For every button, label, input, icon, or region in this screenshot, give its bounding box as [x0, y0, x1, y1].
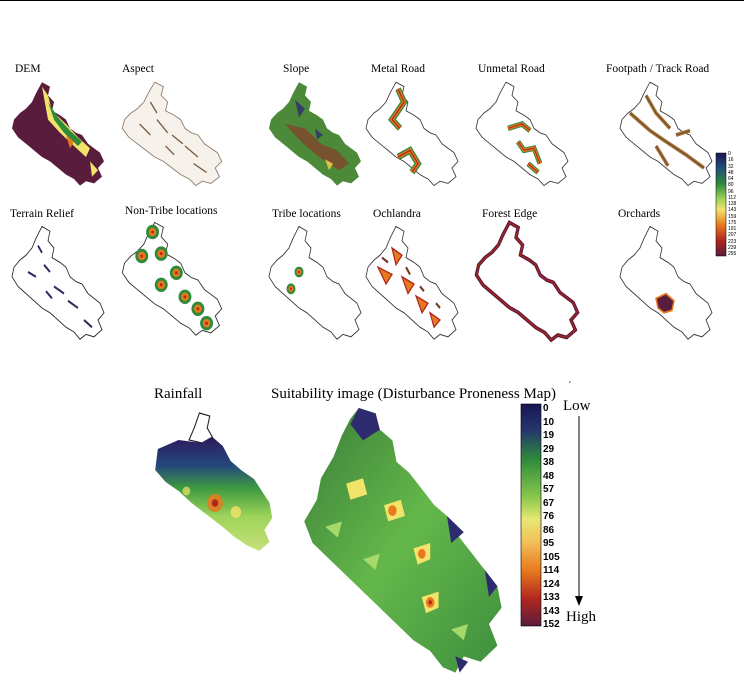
big-legend-tick: 0	[543, 403, 549, 414]
suitability-title: Suitability image (Disturbance Proneness…	[271, 386, 556, 402]
dem-map	[8, 80, 108, 190]
aspect-map	[118, 80, 226, 190]
small-legend-tick: 255	[728, 251, 737, 257]
footpath-map	[616, 80, 716, 190]
small-legend-tick: 32	[728, 163, 734, 170]
panel-label-tribe: Tribe locations	[272, 208, 341, 220]
small-legend-tick: 223	[728, 238, 737, 245]
suitability-map	[304, 408, 502, 673]
small-legend-tick: 207	[728, 232, 737, 239]
panel-label-non-tribe: Non-Tribe locations	[125, 205, 218, 217]
small-legend-bar	[715, 152, 727, 257]
metal-road-map	[362, 80, 462, 190]
panel-label-forest-edge: Forest Edge	[482, 208, 538, 220]
big-legend-tick: 19	[543, 430, 555, 441]
small-legend-tick: 16	[728, 157, 734, 164]
small-legend-tick: 80	[728, 182, 734, 189]
big-legend-tick: 38	[543, 457, 555, 468]
non-tribe-map	[118, 220, 226, 340]
small-legend-ticks: 0 16 32 48 64 80 96 112 128 143 159 175 191 207 223 239…	[728, 152, 744, 258]
big-legend-tick: 48	[543, 470, 555, 482]
terrain-relief-map	[8, 224, 108, 344]
big-legend-tick: 133	[543, 592, 560, 603]
small-legend-tick: 175	[728, 219, 737, 226]
small-legend-tick: 96	[728, 188, 734, 195]
small-legend-tick: 159	[728, 213, 737, 220]
small-legend-tick: 48	[728, 169, 734, 176]
small-legend-tick: 191	[728, 226, 737, 232]
unmetal-road-map	[472, 80, 572, 190]
orchards-map	[616, 224, 716, 344]
arrow-down-icon	[575, 416, 583, 606]
panel-label-slope: Slope	[283, 63, 310, 75]
panel-label-dem: DEM	[15, 63, 41, 75]
big-legend-tick: 86	[543, 524, 555, 536]
small-legend-tick: 64	[728, 176, 734, 182]
big-legend-tick: 76	[543, 511, 555, 522]
big-legend-tick: 105	[543, 551, 560, 563]
ochlandra-map	[362, 224, 462, 344]
stray-mark: ´	[568, 380, 572, 392]
panel-label-ochlandra: Ochlandra	[373, 208, 421, 220]
small-legend-tick: 239	[728, 244, 737, 251]
top-rule	[0, 0, 744, 1]
small-legend-tick: 143	[728, 207, 737, 214]
big-legend-tick: 152	[543, 619, 560, 630]
panel-label-metal-road: Metal Road	[371, 63, 425, 75]
small-legend-tick: 112	[728, 194, 736, 201]
big-legend-tick: 67	[543, 497, 555, 509]
panel-label-terrain-relief: Terrain Relief	[10, 208, 75, 220]
big-legend-bar	[520, 403, 542, 627]
big-legend-tick: 95	[543, 538, 555, 549]
panel-label-aspect: Aspect	[122, 63, 154, 75]
rainfall-label: Rainfall	[154, 386, 203, 402]
forest-edge-map	[472, 220, 582, 345]
panel-label-footpath: Footpath / Track Road	[606, 63, 710, 75]
big-legend-tick: 29	[543, 443, 555, 455]
high-label: High	[566, 609, 596, 625]
big-legend-tick: 114	[543, 565, 560, 576]
low-label: Low	[563, 398, 591, 414]
small-legend-tick: 0	[728, 151, 731, 157]
slope-map	[265, 80, 365, 190]
big-legend-tick: 10	[543, 416, 555, 428]
big-legend-ticks: 0 10 19 29 38 48 57 67 76 86 95 105 114 124 133 143 152	[543, 398, 573, 630]
rainfall-map	[155, 412, 273, 551]
tribe-map	[265, 224, 365, 344]
small-legend-tick: 128	[728, 201, 737, 207]
big-legend-tick: 124	[543, 578, 560, 590]
big-legend-tick: 57	[543, 484, 555, 495]
big-legend-tick: 143	[543, 605, 560, 617]
panel-label-orchards: Orchards	[618, 208, 661, 220]
panel-label-unmetal-road: Unmetal Road	[478, 63, 545, 75]
